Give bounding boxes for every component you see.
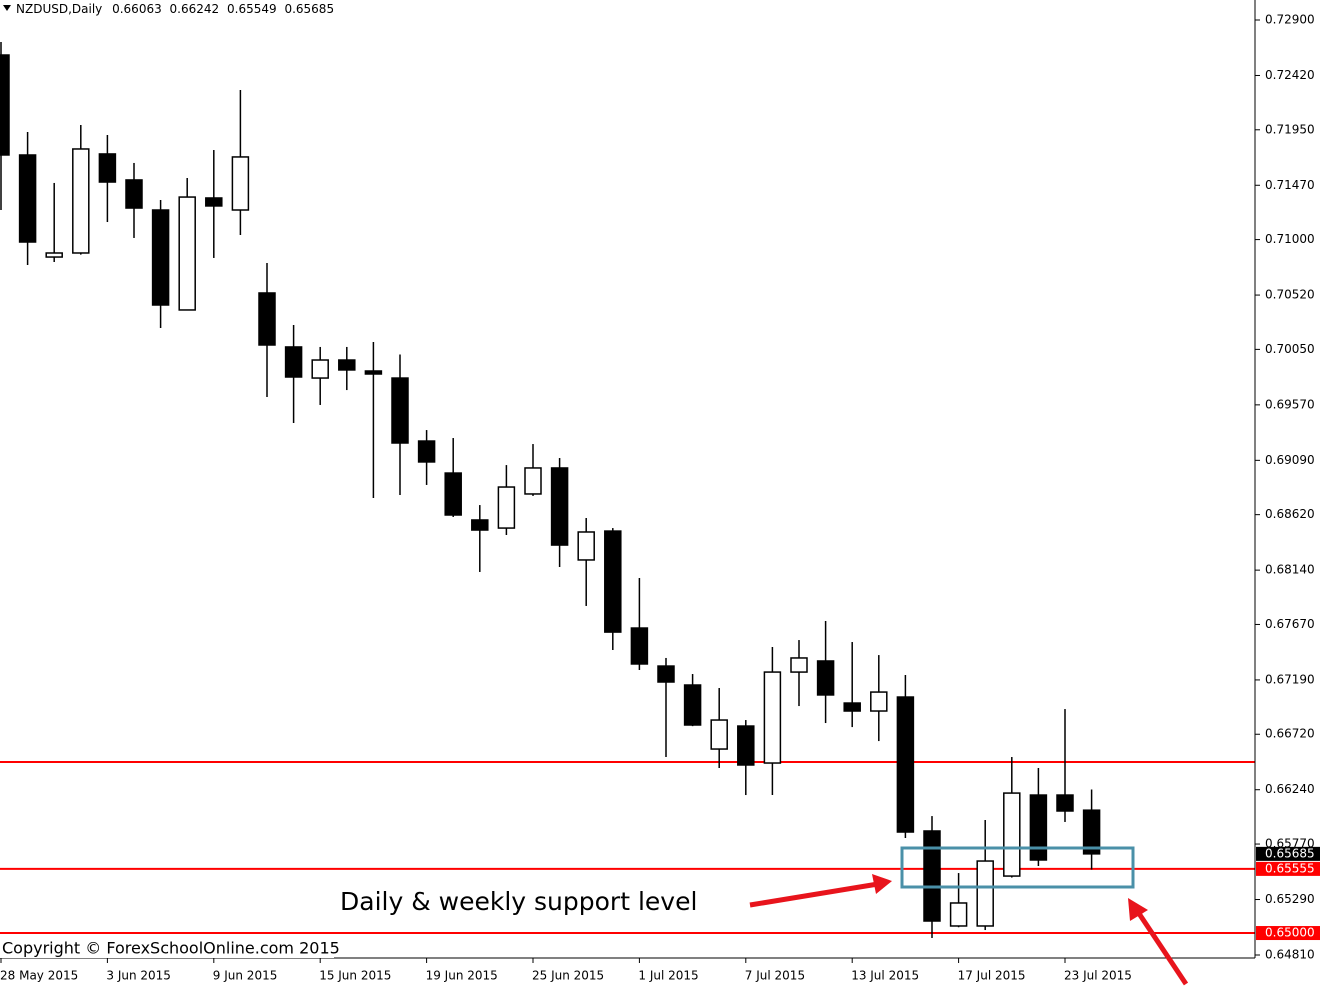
y-tick-label: 0.72420: [1265, 68, 1315, 82]
y-tick-label: 0.67190: [1265, 672, 1315, 686]
high-value: 0.66242: [170, 2, 220, 16]
candle-body: [471, 519, 489, 531]
level-label: 0.65000: [1265, 926, 1315, 940]
level-label-bg: [1256, 861, 1320, 876]
y-tick-label: 0.66720: [1265, 727, 1315, 741]
x-tick-label: 28 May 2015: [0, 969, 78, 983]
candle-body: [949, 902, 968, 927]
candle-body: [18, 154, 37, 243]
candle-body: [657, 665, 675, 683]
candle-body: [72, 148, 90, 254]
x-tick-label: 13 Jul 2015: [851, 969, 919, 983]
x-tick-label: 7 Jul 2015: [745, 969, 805, 983]
y-tick-label: 0.69090: [1265, 453, 1315, 467]
y-tick-label: 0.69570: [1265, 397, 1315, 411]
candle-body: [151, 209, 170, 306]
y-tick-label: 0.71000: [1265, 232, 1315, 246]
candle-body: [1003, 792, 1021, 877]
x-tick-label: 9 Jun 2015: [213, 969, 278, 983]
candle-body: [231, 156, 250, 211]
candle-body: [1056, 794, 1074, 812]
candle-body: [870, 691, 888, 712]
y-tick-label: 0.64810: [1265, 947, 1315, 961]
candle-body: [577, 531, 595, 561]
candle-body: [604, 530, 622, 633]
y-tick-label: 0.67670: [1265, 617, 1315, 631]
candle-body: [550, 467, 569, 546]
axes: 0.72900 0.72420 0.71950 0.71470 0.71000 0.705…: [0, 12, 1320, 983]
candle-body: [816, 660, 835, 696]
level-label: 0.65555: [1265, 861, 1315, 875]
candle-body: [710, 719, 728, 750]
candle-body: [630, 627, 649, 665]
y-tick-label: 0.71470: [1265, 178, 1315, 192]
y-tick-label: 0.71950: [1265, 122, 1315, 136]
candle-body: [178, 196, 196, 311]
candle-body: [391, 377, 409, 444]
arrow-head: [872, 874, 892, 894]
candle-body: [311, 359, 329, 379]
x-tick-label: 3 Jun 2015: [106, 969, 171, 983]
low-value: 0.65549: [227, 2, 277, 16]
level-label-bg: [1256, 926, 1320, 941]
x-tick-label: 19 Jun 2015: [426, 969, 498, 983]
candle-body: [98, 153, 117, 183]
menu-triangle: [3, 5, 11, 11]
copyright-bg: [0, 938, 334, 958]
candle-body: [364, 370, 383, 375]
candle-body: [497, 486, 516, 529]
x-tick-label: 1 Jul 2015: [638, 969, 698, 983]
plot-area: [0, 41, 1255, 939]
arrow-head: [1128, 898, 1148, 921]
y-tick-label: 0.70050: [1265, 342, 1315, 356]
candle-body: [205, 197, 223, 207]
x-tick-label: 25 Jun 2015: [532, 969, 604, 983]
candle-body: [125, 179, 143, 209]
pointer-arrow: [1135, 910, 1189, 986]
candle-body: [284, 346, 303, 378]
candle-body: [524, 467, 542, 495]
x-tick-label: 17 Jul 2015: [958, 969, 1026, 983]
candle-body: [0, 54, 10, 156]
candle-body: [1082, 809, 1101, 855]
x-tick-label: 15 Jun 2015: [319, 969, 391, 983]
candle-body: [896, 696, 915, 833]
y-tick-label: 0.72900: [1265, 12, 1315, 26]
candle-body: [843, 702, 861, 712]
annotation: Daily & weekly support level: [340, 887, 697, 916]
candle-body: [1029, 794, 1048, 861]
y-tick-label: 0.68140: [1265, 563, 1315, 577]
y-tick-label: 0.66240: [1265, 782, 1315, 796]
candle-body: [417, 440, 436, 463]
candle-body: [45, 252, 63, 258]
annotation-arrow: [749, 881, 879, 908]
y-tick-label: 0.65290: [1265, 892, 1315, 906]
x-tick-label: 23 Jul 2015: [1064, 969, 1132, 983]
price-label-bg: [1256, 846, 1320, 861]
candle-body: [790, 657, 808, 673]
open-value: 0.66063: [112, 2, 162, 16]
candle-body: [923, 830, 941, 922]
candle-body: [763, 671, 782, 764]
y-tick-label: 0.70520: [1265, 288, 1315, 302]
candle-body: [976, 860, 994, 927]
candle-body: [683, 684, 702, 726]
candle-body: [258, 292, 276, 346]
candle-body: [338, 359, 356, 371]
candle-body: [444, 472, 462, 516]
close-value: 0.65685: [284, 2, 334, 16]
y-tick-label: 0.68620: [1265, 507, 1315, 521]
candle-body: [737, 725, 755, 766]
copyright: Copyright © ForexSchoolOnline.com 2015: [2, 939, 340, 958]
support-zone-box: [900, 846, 1135, 889]
price-label: 0.65685: [1265, 846, 1315, 860]
header: NZDUSD,Daily 0.66063 0.66242 0.65549 0.6…: [16, 2, 334, 16]
chart-title: NZDUSD,Daily: [16, 2, 102, 16]
